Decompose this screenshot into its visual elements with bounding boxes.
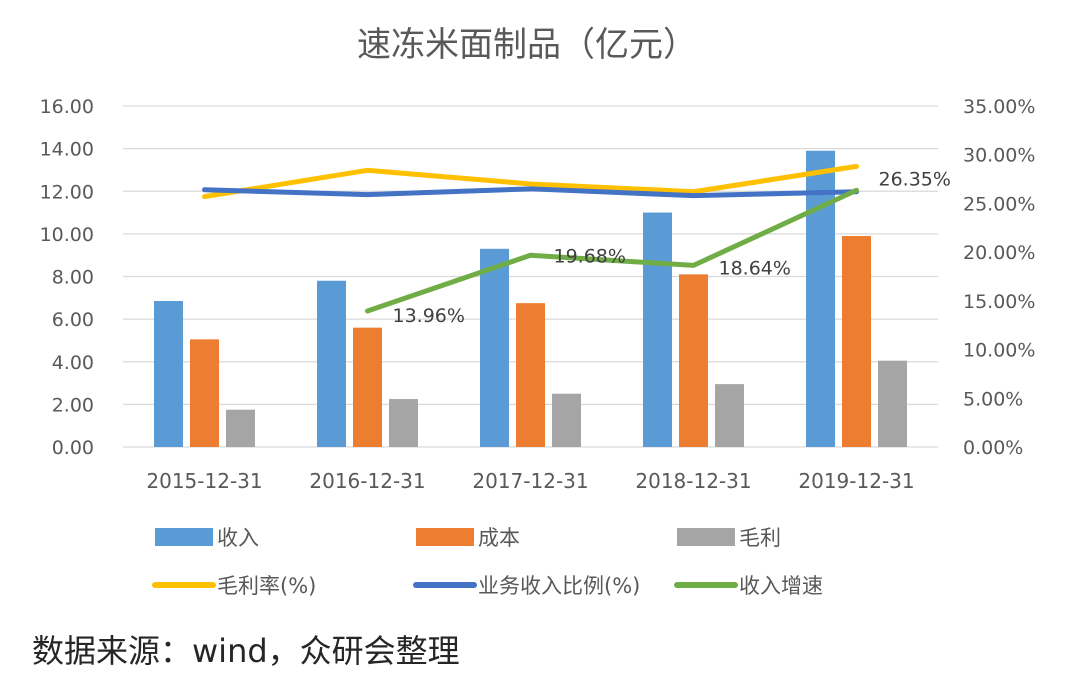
legend-label: 成本 <box>478 526 520 550</box>
lines: 13.96% 19.68% 18.64% 26.35% <box>202 163 951 327</box>
y-tick-label: 0.00 <box>52 437 94 459</box>
bar-毛利 <box>552 393 581 447</box>
line-收入增速 <box>365 187 859 314</box>
y2-tick-label: 30.00% <box>963 145 1035 167</box>
bar-成本 <box>679 274 708 447</box>
y-tick-label: 14.00 <box>40 139 94 161</box>
legend-label: 收入增速 <box>739 574 823 598</box>
x-tick-label: 2015-12-31 <box>146 469 262 493</box>
y2-tick-label: 15.00% <box>963 291 1035 313</box>
bar-收入 <box>480 248 509 447</box>
bar-毛利 <box>878 360 907 447</box>
y-tick-label: 16.00 <box>40 96 94 118</box>
y-tick-label: 8.00 <box>52 267 94 289</box>
y-tick-label: 12.00 <box>40 181 94 203</box>
bar-成本 <box>516 303 545 447</box>
bars <box>154 150 907 447</box>
x-tick-label: 2018-12-31 <box>635 469 751 493</box>
legend-label: 收入 <box>217 526 259 550</box>
y2-tick-label: 5.00% <box>963 388 1023 410</box>
legend-swatch <box>155 528 213 546</box>
y-axis-left: 0.00 2.00 4.00 6.00 8.00 10.00 12.00 14.00 16.00 <box>40 96 94 459</box>
bar-收入 <box>643 212 672 447</box>
legend-label: 毛利率(%) <box>217 574 316 598</box>
y-tick-label: 10.00 <box>40 224 94 246</box>
bar-成本 <box>842 236 871 447</box>
y2-tick-label: 10.00% <box>963 340 1035 362</box>
line-毛利率(%) <box>202 163 859 200</box>
y-tick-label: 4.00 <box>52 352 94 374</box>
data-label: 26.35% <box>879 168 951 190</box>
data-label: 13.96% <box>393 305 465 327</box>
y2-tick-label: 20.00% <box>963 242 1035 264</box>
y2-tick-label: 0.00% <box>963 437 1023 459</box>
legend-swatch <box>416 528 474 546</box>
data-label: 19.68% <box>554 245 626 267</box>
bar-成本 <box>190 339 219 447</box>
y2-tick-label: 25.00% <box>963 193 1035 215</box>
bar-收入 <box>317 280 346 447</box>
line-业务收入比例(%) <box>202 186 859 199</box>
y2-tick-label: 35.00% <box>963 96 1035 118</box>
chart-title: 速冻米面制品（亿元） <box>357 25 697 65</box>
chart: 速冻米面制品（亿元） 0.00 2.00 4.00 6.00 8.00 10.00 12.0… <box>40 25 1036 598</box>
legend-label: 业务收入比例(%) <box>478 574 640 598</box>
y-axis-right: 0.00% 5.00% 10.00% 15.00% 20.00% 25.00% 30.00%… <box>963 96 1035 459</box>
data-label: 18.64% <box>719 257 791 279</box>
x-axis: 2015-12-31 2016-12-31 2017-12-31 2018-12-31… <box>146 469 914 493</box>
bar-毛利 <box>715 384 744 447</box>
bar-成本 <box>353 327 382 447</box>
legend-swatch <box>677 528 735 546</box>
x-tick-label: 2016-12-31 <box>309 469 425 493</box>
legend-label: 毛利 <box>739 526 781 550</box>
bar-毛利 <box>226 409 255 447</box>
y-tick-label: 6.00 <box>52 309 94 331</box>
bar-毛利 <box>389 399 418 447</box>
x-tick-label: 2017-12-31 <box>472 469 588 493</box>
source-note: 数据来源：wind，众研会整理 <box>32 632 460 670</box>
x-tick-label: 2019-12-31 <box>798 469 914 493</box>
bar-收入 <box>154 301 183 447</box>
y-tick-label: 2.00 <box>52 394 94 416</box>
